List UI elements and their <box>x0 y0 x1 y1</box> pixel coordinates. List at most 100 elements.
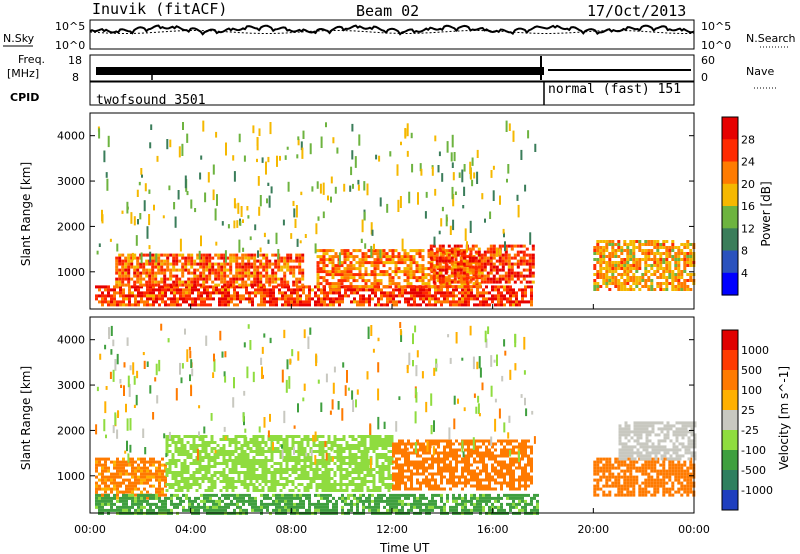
heatmap-cell <box>459 256 463 260</box>
heatmap-cell <box>189 435 193 438</box>
heatmap-cell <box>525 247 529 251</box>
heatmap-cell <box>119 481 122 485</box>
heatmap-cell <box>163 283 167 287</box>
heatmap-cell <box>509 475 512 479</box>
heatmap-cell <box>395 475 398 479</box>
heatmap-cell <box>158 285 161 289</box>
heatmap-cell <box>497 294 500 298</box>
heatmap-cell <box>509 481 512 485</box>
heatmap-cell <box>527 472 530 476</box>
heatmap-cell <box>158 499 161 503</box>
heatmap-cell <box>197 294 200 298</box>
heatmap-cell <box>498 280 502 284</box>
heatmap-cell <box>425 475 428 479</box>
heatmap-cell <box>668 267 672 270</box>
heatmap-cell <box>352 273 356 277</box>
heatmap-cell <box>389 294 392 298</box>
heatmap-cell <box>131 466 134 470</box>
heatmap-cell <box>134 303 137 307</box>
heatmap-cell <box>438 247 442 251</box>
heatmap-cell <box>381 480 385 483</box>
heatmap-cell <box>355 267 359 271</box>
heatmap-cell <box>104 478 107 482</box>
heatmap-cell <box>398 442 401 446</box>
heatmap-cell <box>422 469 425 473</box>
heatmap-cell <box>208 262 212 266</box>
heatmap-cell <box>190 280 194 284</box>
heatmap-cell <box>322 258 326 262</box>
heatmap-cell <box>199 262 203 266</box>
heatmap-cell <box>276 480 280 483</box>
heatmap-cell <box>379 279 383 283</box>
heatmap-cell <box>386 297 389 301</box>
heatmap-cell <box>222 468 226 471</box>
heatmap-cell <box>434 448 437 452</box>
heatmap-cell <box>623 279 627 282</box>
heatmap-cell <box>315 450 319 453</box>
heatmap-cell <box>378 474 382 477</box>
heatmap-cell <box>373 276 377 280</box>
heatmap-cell <box>182 297 185 301</box>
heatmap-cell <box>398 448 401 452</box>
heatmap-cell <box>130 259 134 263</box>
heatmap-cell <box>593 249 597 252</box>
heatmap-cell <box>452 457 455 461</box>
heatmap-cell <box>243 456 247 459</box>
heatmap-cell <box>390 435 394 438</box>
heatmap-cell <box>266 493 269 497</box>
heatmap-cell <box>605 243 609 246</box>
heatmap-cell <box>179 297 182 301</box>
heatmap-cell <box>207 480 211 483</box>
heatmap-cell <box>261 468 265 471</box>
heatmap-cell <box>674 279 678 282</box>
heatmap-cell <box>151 268 155 272</box>
heatmap-cell <box>593 246 597 249</box>
heatmap-cell <box>530 448 533 452</box>
heatmap-cell <box>282 219 285 226</box>
heatmap-cell <box>617 282 621 285</box>
heatmap-cell <box>611 252 615 255</box>
heatmap-cell <box>276 441 280 444</box>
heatmap-cell <box>452 451 455 455</box>
heatmap-cell <box>239 297 242 301</box>
heatmap-cell <box>98 502 101 506</box>
heatmap-cell <box>632 261 636 264</box>
heatmap-cell <box>211 265 215 269</box>
heatmap-cell <box>95 490 98 494</box>
heatmap-cell <box>339 453 343 456</box>
heatmap-cell <box>401 294 404 298</box>
heatmap-cell <box>231 471 235 474</box>
heatmap-cell <box>339 483 343 486</box>
heatmap-cell <box>125 303 128 307</box>
heatmap-cell <box>358 267 362 271</box>
heatmap-cell <box>406 258 410 262</box>
heatmap-cell <box>247 215 250 219</box>
heatmap-cell <box>635 258 639 261</box>
heatmap-cell <box>298 280 302 284</box>
heatmap-cell <box>213 453 217 456</box>
heatmap-cell <box>358 249 362 253</box>
heatmap-cell <box>221 300 224 304</box>
heatmap-cell <box>516 277 520 281</box>
heatmap-cell <box>467 478 470 482</box>
heatmap-cell <box>140 472 143 476</box>
heatmap-cell <box>170 303 173 307</box>
heatmap-cell <box>168 185 171 191</box>
heatmap-cell <box>95 297 98 301</box>
heatmap-cell <box>466 273 470 277</box>
heatmap-cell <box>605 249 609 252</box>
heatmap-cell <box>388 258 392 262</box>
heatmap-cell <box>346 279 350 283</box>
heatmap-cell <box>113 484 116 488</box>
heatmap-cell <box>287 303 290 307</box>
heatmap-cell <box>434 457 437 461</box>
heatmap-cell <box>623 282 627 285</box>
heatmap-cell <box>309 477 313 480</box>
heatmap-cell <box>524 463 527 467</box>
heatmap-cell <box>337 279 341 283</box>
heatmap-cell <box>653 243 657 246</box>
heatmap-cell <box>335 300 338 304</box>
heatmap-cell <box>260 502 263 506</box>
heatmap-cell <box>500 460 503 464</box>
heatmap-cell <box>354 465 358 468</box>
